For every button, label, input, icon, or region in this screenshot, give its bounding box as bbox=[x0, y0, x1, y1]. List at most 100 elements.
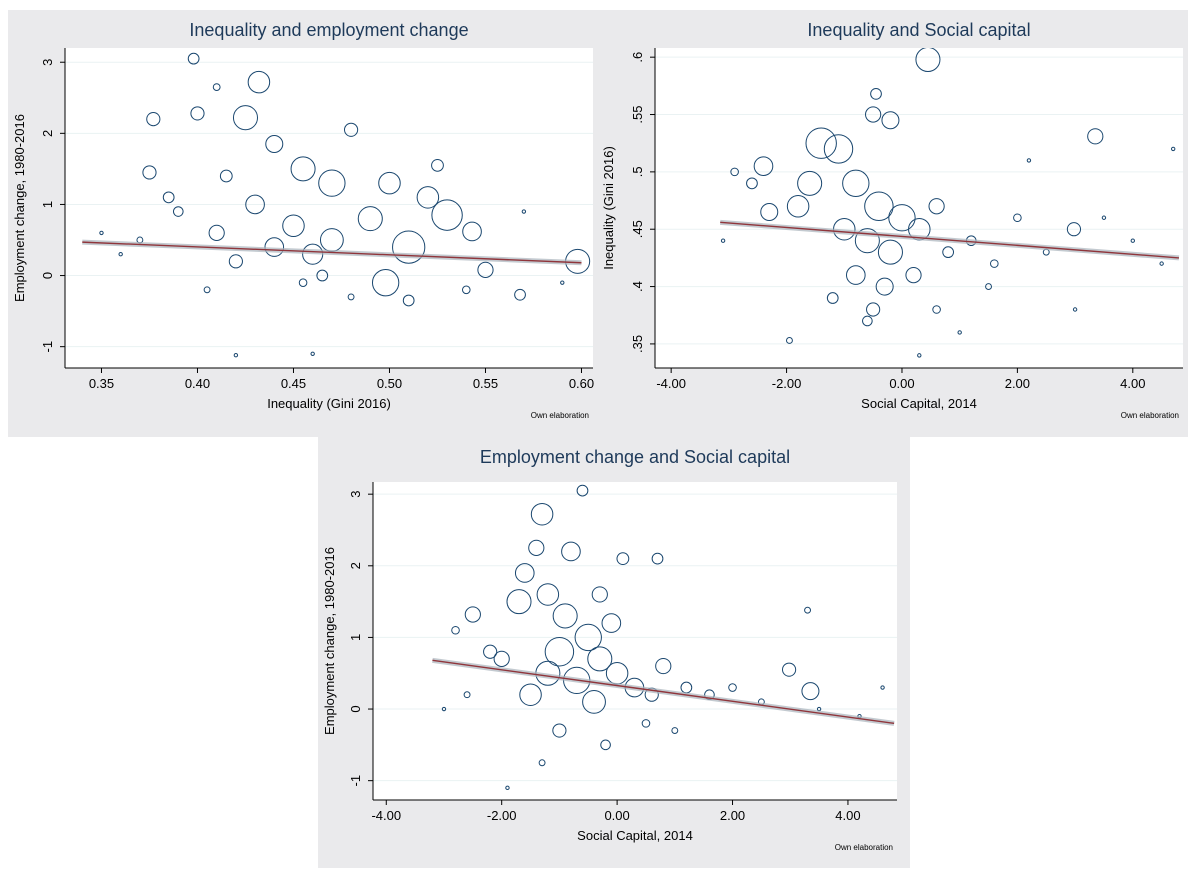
bubble bbox=[228, 254, 243, 269]
bubble bbox=[842, 169, 870, 198]
bubble bbox=[753, 156, 774, 176]
bubble bbox=[854, 228, 880, 254]
bubble bbox=[730, 167, 739, 177]
bubble bbox=[477, 261, 494, 278]
bubble bbox=[219, 169, 233, 183]
y-tick-label: .55 bbox=[630, 105, 645, 123]
points bbox=[720, 48, 1180, 358]
bubble bbox=[208, 224, 225, 241]
bubble bbox=[392, 230, 426, 264]
bubble bbox=[371, 268, 400, 297]
y-axis-label: Inequality (Gini 2016) bbox=[601, 146, 616, 270]
bubble bbox=[463, 691, 471, 699]
bubble bbox=[310, 351, 315, 356]
bubble bbox=[343, 122, 359, 137]
y-tick-label: .6 bbox=[630, 52, 645, 63]
bubble bbox=[651, 552, 664, 565]
bubble bbox=[826, 292, 839, 304]
bubble bbox=[915, 48, 941, 72]
fit-line bbox=[432, 659, 895, 725]
chart-title: Inequality and employment change bbox=[189, 20, 468, 40]
bubble bbox=[560, 280, 565, 285]
bubble bbox=[290, 156, 316, 182]
x-tick-label: 0.35 bbox=[89, 376, 114, 391]
y-tick-label: 0 bbox=[40, 272, 55, 279]
bubble bbox=[1013, 213, 1022, 223]
bubble bbox=[162, 191, 175, 204]
bubble bbox=[905, 266, 922, 284]
bubble bbox=[877, 239, 903, 265]
bubble bbox=[402, 294, 415, 307]
bubble bbox=[865, 106, 882, 123]
bubble bbox=[880, 685, 885, 690]
bubble bbox=[1130, 238, 1135, 243]
bubble bbox=[451, 625, 460, 635]
bubble bbox=[888, 204, 916, 232]
bubble bbox=[514, 563, 535, 583]
x-tick-label: 0.45 bbox=[281, 376, 306, 391]
bubble bbox=[600, 739, 611, 751]
plot-area bbox=[373, 482, 897, 800]
x-tick-label: 0.00 bbox=[604, 808, 629, 823]
x-tick-label: -2.00 bbox=[772, 376, 802, 391]
fit-line bbox=[82, 241, 582, 264]
bubble bbox=[728, 683, 737, 692]
x-tick-label: 0.60 bbox=[569, 376, 594, 391]
chart: -1 0 1 2 3 0.35 0.40 0.45 0.50 0.55 0.60 Inequality… bbox=[8, 10, 597, 437]
bubble bbox=[265, 135, 284, 153]
bubble bbox=[866, 302, 881, 317]
bubble bbox=[493, 650, 510, 668]
bubble bbox=[875, 277, 894, 296]
chart: .35 .4 .45 .5 .55 .6 -4.00 -2.00 0.00 2.00 4.00 Ine… bbox=[597, 10, 1188, 437]
bubble bbox=[746, 177, 758, 190]
bubble bbox=[528, 539, 545, 556]
x-tick-label: 0.50 bbox=[377, 376, 402, 391]
bubble bbox=[318, 169, 346, 197]
bubble bbox=[187, 52, 200, 65]
x-tick-label: 4.00 bbox=[835, 808, 860, 823]
chart: -1 0 1 2 3 -4.00 -2.00 0.00 2.00 4.00 Employment c… bbox=[318, 437, 910, 868]
bubble bbox=[587, 646, 613, 672]
y-tick-label: .4 bbox=[630, 281, 645, 292]
bubble bbox=[805, 127, 837, 159]
bubble bbox=[870, 88, 882, 100]
bubble bbox=[519, 683, 542, 706]
y-tick-label: .45 bbox=[630, 220, 645, 238]
bubble bbox=[464, 606, 481, 623]
bubble bbox=[881, 111, 900, 130]
bubble bbox=[917, 353, 922, 358]
bubble bbox=[957, 330, 962, 335]
bubble bbox=[786, 195, 810, 218]
bubble bbox=[862, 315, 873, 327]
y-axis-label: Employment change, 1980-2016 bbox=[12, 114, 27, 302]
bubble bbox=[282, 214, 305, 238]
bubble bbox=[431, 199, 463, 231]
bubble bbox=[544, 637, 575, 667]
y-tick-label: .35 bbox=[630, 335, 645, 353]
x-axis-label: Social Capital, 2014 bbox=[861, 396, 977, 411]
points bbox=[82, 52, 591, 358]
bubble bbox=[461, 285, 471, 295]
bubble bbox=[190, 106, 205, 121]
bubble bbox=[641, 719, 651, 728]
bubble bbox=[536, 583, 560, 606]
bubble bbox=[441, 706, 447, 712]
fit-line bbox=[720, 221, 1180, 259]
bubble bbox=[506, 589, 532, 615]
bubble bbox=[245, 194, 265, 215]
bubble bbox=[1159, 261, 1164, 266]
bubble bbox=[264, 237, 285, 257]
x-tick-label: 2.00 bbox=[720, 808, 745, 823]
bubble bbox=[932, 305, 941, 314]
note: Own elaboration bbox=[1121, 411, 1179, 420]
bubble bbox=[530, 502, 554, 526]
bubble bbox=[146, 112, 161, 127]
bubble bbox=[720, 238, 726, 243]
chart-title: Inequality and Social capital bbox=[807, 20, 1030, 40]
bubble bbox=[316, 269, 329, 282]
bubble bbox=[616, 552, 630, 566]
y-tick-label: -1 bbox=[40, 341, 55, 353]
y-tick-label: 1 bbox=[40, 201, 55, 208]
bubble bbox=[942, 246, 955, 259]
bubble bbox=[212, 83, 221, 92]
